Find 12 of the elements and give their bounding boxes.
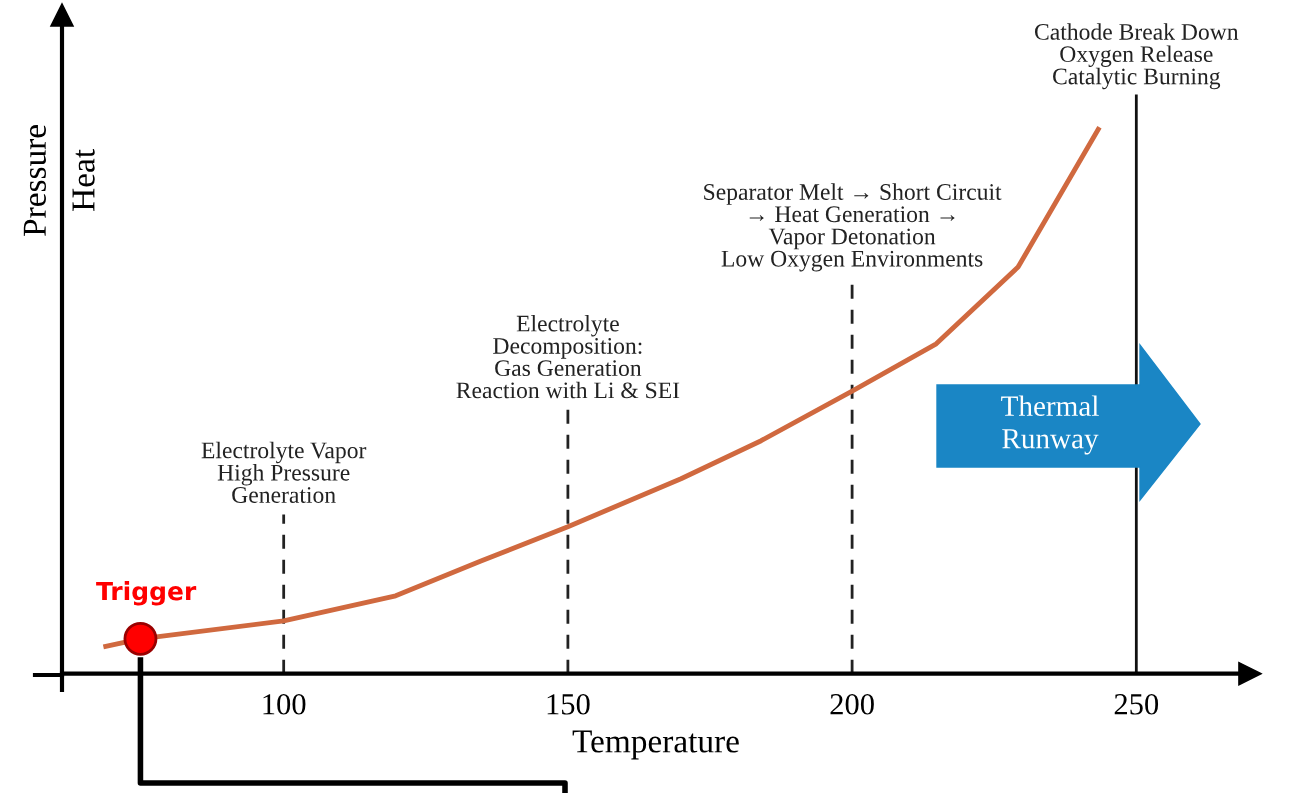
- annotation: Thermal Runway: [1001, 395, 1099, 455]
- ref-line-label: Separator Melt → Short Circuit → Heat Generation → Vapor Detonation Low Oxygen Environments: [704, 183, 1002, 272]
- ref-line-label: Electrolyte Decomposition: Gas Generation Reaction with Li & SEI: [456, 314, 680, 399]
- x-tick-label: 250: [1114, 694, 1159, 715]
- x-tick-label: 100: [263, 694, 306, 715]
- x-axis-title: Temperature: [572, 730, 739, 760]
- x-tick-label: 200: [830, 694, 874, 715]
- ref-line-label: Cathode Break Down Oxygen Release Catalytic Burning: [1034, 23, 1239, 90]
- y-axis-title: Pressure Heat: [23, 125, 95, 236]
- x-tick-label: 150: [547, 694, 590, 715]
- ref-line-label: Electrolyte Vapor High Pressure Generation: [201, 441, 367, 503]
- annotation: Trigger: [96, 581, 197, 606]
